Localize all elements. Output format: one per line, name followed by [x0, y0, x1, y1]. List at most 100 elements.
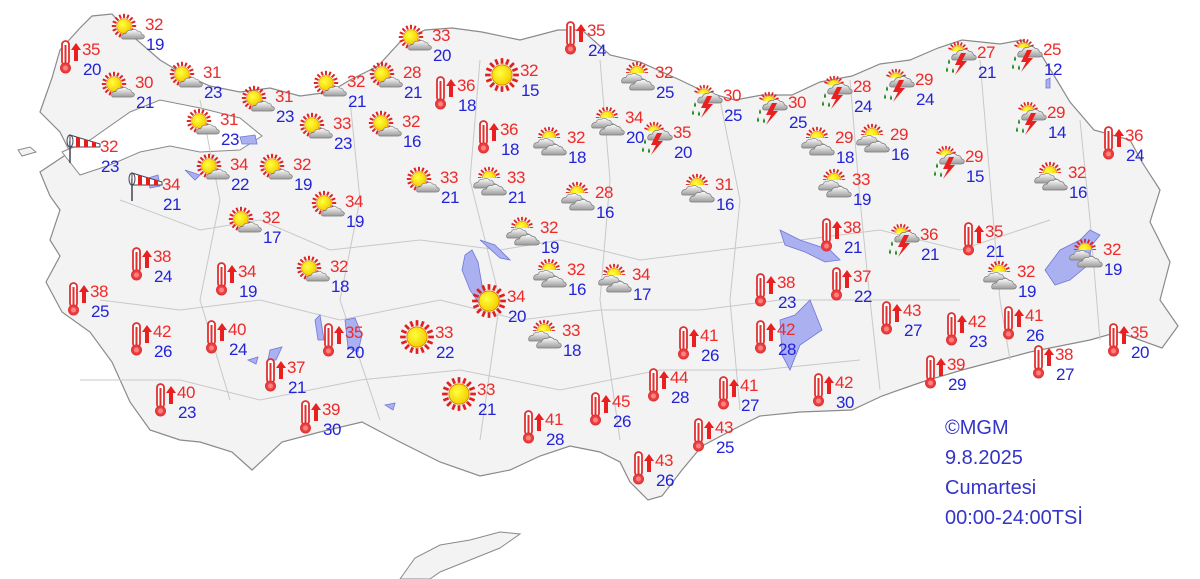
max-temp: 32 — [145, 15, 163, 34]
max-temp: 31 — [275, 87, 293, 106]
max-temp: 35 — [985, 222, 1003, 241]
hot-icon — [963, 222, 984, 256]
max-temp: 31 — [715, 175, 733, 194]
day-label: Cumartesi — [945, 477, 1037, 499]
min-temp: 21 — [478, 400, 496, 419]
hot-icon — [1108, 323, 1129, 357]
station: 41 27 — [718, 376, 759, 414]
min-temp: 23 — [276, 107, 294, 126]
lake-dam — [779, 229, 841, 263]
lake-ataturk — [779, 299, 823, 371]
max-temp: 32 — [1017, 262, 1035, 281]
station: 32 19 — [983, 272, 1036, 300]
max-temp: 43 — [655, 451, 673, 470]
lake — [246, 356, 259, 365]
hot-icon — [755, 273, 776, 307]
station: 35 20 — [1108, 323, 1149, 361]
station: 33 18 — [528, 331, 581, 359]
max-temp: 34 — [238, 262, 256, 281]
max-temp: 39 — [322, 400, 340, 419]
mostly-cloudy-icon — [591, 106, 625, 136]
thunderstorm-icon — [946, 41, 977, 75]
station: 39 30 — [300, 400, 341, 438]
station: 38 21 — [821, 218, 862, 256]
station: 43 27 — [881, 301, 922, 339]
station: 43 26 — [633, 451, 674, 489]
station: 32 16 — [1034, 173, 1087, 201]
max-temp: 33 — [507, 168, 525, 187]
hot-icon — [648, 368, 669, 402]
partly-cloudy-icon — [240, 84, 275, 112]
max-temp: 33 — [440, 168, 458, 187]
lake — [267, 346, 283, 361]
max-temp: 38 — [1055, 345, 1073, 364]
station: 35 20 — [60, 40, 101, 78]
station: 32 19 — [506, 228, 559, 256]
min-temp: 21 — [441, 188, 459, 207]
hot-icon — [925, 355, 946, 389]
min-temp: 21 — [288, 378, 306, 397]
min-temp: 27 — [904, 321, 922, 340]
min-temp: 18 — [836, 148, 854, 167]
partly-cloudy-icon — [100, 70, 135, 98]
hot-icon — [131, 322, 152, 356]
max-temp: 29 — [890, 125, 908, 144]
min-temp: 29 — [948, 375, 966, 394]
max-temp: 43 — [903, 301, 921, 320]
min-temp: 25 — [656, 83, 674, 102]
min-temp: 23 — [101, 157, 119, 176]
hot-icon — [755, 320, 776, 354]
station: 29 16 — [856, 135, 909, 163]
hot-icon — [206, 320, 227, 354]
max-temp: 43 — [715, 418, 733, 437]
min-temp: 23 — [204, 83, 222, 102]
min-temp: 26 — [1026, 326, 1044, 345]
min-temp: 30 — [836, 393, 854, 412]
hot-icon — [131, 247, 152, 281]
min-temp: 24 — [588, 41, 606, 60]
max-temp: 34 — [230, 155, 248, 174]
min-temp: 19 — [346, 212, 364, 231]
max-temp: 42 — [835, 373, 853, 392]
min-temp: 18 — [331, 277, 349, 296]
lake-egirdir — [314, 314, 325, 341]
max-temp: 38 — [90, 282, 108, 301]
max-temp: 41 — [1025, 306, 1043, 325]
max-temp: 42 — [153, 322, 171, 341]
max-temp: 29 — [965, 147, 983, 166]
period-label: 00:00-24:00TSİ — [945, 507, 1083, 529]
mostly-cloudy-icon — [506, 216, 540, 246]
hot-icon — [590, 392, 611, 426]
station: 42 30 — [813, 373, 854, 411]
station: 28 24 — [822, 87, 872, 115]
min-temp: 16 — [716, 195, 734, 214]
max-temp: 37 — [287, 358, 305, 377]
partly-cloudy-icon — [367, 109, 402, 137]
station: 36 24 — [1103, 126, 1144, 164]
max-temp: 34 — [632, 265, 650, 284]
min-temp: 27 — [1056, 365, 1074, 384]
min-temp: 23 — [221, 130, 239, 149]
max-temp: 41 — [545, 410, 563, 429]
min-temp: 21 — [404, 83, 422, 102]
min-temp: 28 — [671, 388, 689, 407]
max-temp: 44 — [670, 368, 688, 387]
max-temp: 29 — [915, 70, 933, 89]
station: 32 19 — [258, 152, 312, 193]
max-temp: 34 — [345, 192, 363, 211]
min-temp: 24 — [854, 97, 872, 116]
max-temp: 41 — [700, 326, 718, 345]
max-temp: 32 — [567, 128, 585, 147]
max-temp: 32 — [540, 218, 558, 237]
max-temp: 32 — [1068, 163, 1086, 182]
mostly-cloudy-icon — [528, 319, 562, 349]
station: 39 29 — [925, 355, 966, 393]
max-temp: 32 — [330, 257, 348, 276]
mostly-cloudy-icon — [1069, 238, 1103, 268]
station: 28 16 — [561, 193, 614, 221]
max-temp: 32 — [567, 260, 585, 279]
station: 42 23 — [946, 312, 987, 350]
min-temp: 24 — [154, 267, 172, 286]
max-temp: 35 — [673, 123, 691, 142]
windy-icon — [128, 172, 163, 201]
